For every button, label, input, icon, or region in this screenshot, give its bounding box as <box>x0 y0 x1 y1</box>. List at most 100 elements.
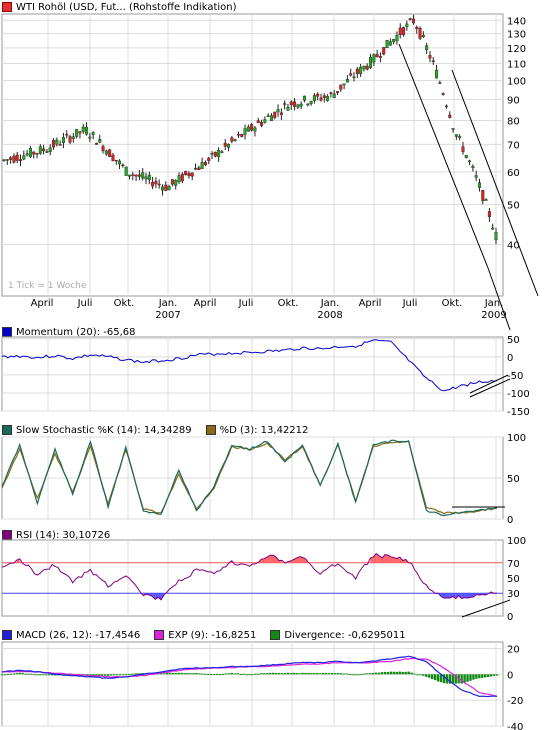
stochastic-y-tick: 50 <box>507 474 520 485</box>
macd-divergence-bar <box>201 673 204 675</box>
macd-divergence-bar <box>486 674 490 677</box>
macd-divergence-bar <box>6 673 10 675</box>
macd-divergence-bar <box>212 674 216 676</box>
price-candle <box>336 91 340 93</box>
rsi-overbought-fill <box>393 557 397 563</box>
rsi-label: RSI (14): 30,10726 <box>16 529 111 541</box>
macd-divergence-bar <box>280 673 284 675</box>
price-y-tick: 80 <box>507 116 520 127</box>
price-candle <box>464 155 468 159</box>
price-y-tick: 110 <box>507 59 526 70</box>
price-candle <box>491 227 495 230</box>
trend-line-lower-ext <box>487 267 511 331</box>
price-candle <box>220 151 224 153</box>
macd-divergence-bar <box>357 674 360 676</box>
tick-note: 1 Tick = 1 Woche <box>8 281 87 291</box>
macd-divergence-bar <box>478 674 481 679</box>
price-candle <box>329 92 333 94</box>
macd-divergence-bar <box>3 674 7 676</box>
rsi-trend-line <box>461 599 511 618</box>
macd-divergence-bar <box>189 673 192 675</box>
price-candle <box>78 131 82 134</box>
macd-divergence-bar <box>289 672 292 675</box>
price-candle <box>402 27 406 36</box>
macd-divergence-bar <box>53 674 57 676</box>
price-candle <box>319 97 323 101</box>
macd-divergence-bar <box>339 673 343 675</box>
macd-divergence-bar <box>68 674 71 676</box>
price-y-tick: 140 <box>507 16 526 27</box>
macd-divergence-bar <box>324 672 328 675</box>
price-candle <box>312 95 316 102</box>
price-x-month: Okt. <box>278 298 299 309</box>
macd-divergence-bar <box>42 674 45 676</box>
price-x-month: Okt. <box>442 298 463 309</box>
macd-divergence-bar <box>369 673 372 675</box>
macd-divergence-bar <box>492 674 496 676</box>
macd-divergence-bar <box>274 672 278 675</box>
rsi-oversold-fill <box>158 593 162 600</box>
price-candle <box>210 152 214 155</box>
stoch-d-line <box>1 440 498 515</box>
price-candle <box>243 128 247 135</box>
macd-divergence-bar <box>198 673 201 675</box>
macd-divergence-bar <box>251 674 254 676</box>
momentum-y-tick: -100 <box>507 389 530 400</box>
macd-divergence-bar <box>333 673 337 675</box>
price-x-month: Jan. <box>320 298 340 309</box>
price-candle <box>471 165 475 169</box>
macd-divergence-bar <box>298 673 301 675</box>
price-candle <box>104 150 108 155</box>
price-candle <box>38 146 42 154</box>
macd-line <box>1 655 498 698</box>
macd-divergence-bar <box>495 674 499 676</box>
rsi-y-tick: 0 <box>507 612 513 623</box>
macd-divergence-bar <box>463 674 466 683</box>
price-candle <box>345 79 349 83</box>
macd-divergence-bar <box>316 672 319 675</box>
price-candle <box>177 175 181 183</box>
price-candle <box>266 115 270 118</box>
macd-divergence-bar <box>15 673 18 675</box>
macd-divergence-bar <box>242 673 245 675</box>
price-candle <box>9 157 13 160</box>
price-candle <box>428 55 432 59</box>
macd-divergence-bar <box>30 673 33 675</box>
macd-divergence-bar <box>448 674 452 684</box>
price-y-tick: 100 <box>507 77 526 88</box>
macd-divergence-bar <box>162 673 166 675</box>
price-candle <box>170 179 174 185</box>
macd-divergence-bar <box>89 674 92 676</box>
price-candle <box>240 134 244 137</box>
price-candle <box>355 68 359 75</box>
macd-divergence-bar <box>227 673 231 675</box>
macd-divergence-bar <box>50 674 54 676</box>
rsi-overbought-fill <box>299 556 303 563</box>
macd-divergence-bar <box>260 673 263 675</box>
rsi-y-tick: 100 <box>507 536 526 547</box>
macd-divergence-bar <box>245 674 248 676</box>
rsi-overbought-fill <box>270 555 274 563</box>
price-candle <box>22 155 26 160</box>
macd-divergence-bar <box>292 672 295 675</box>
price-candle <box>302 95 306 101</box>
rsi-oversold-fill <box>464 593 468 598</box>
macd-divergence-bar <box>383 671 387 675</box>
rsi-overbought-fill <box>376 553 380 563</box>
macd-divergence-bar <box>451 674 455 684</box>
macd-divergence-bar <box>24 673 27 675</box>
exp-label: EXP (9): -16,8251 <box>168 629 257 641</box>
macd-divergence-bar <box>386 671 390 675</box>
momentum-trend-a <box>469 378 511 398</box>
price-candle <box>250 124 254 131</box>
momentum-line <box>1 339 498 392</box>
macd-divergence-bar <box>86 674 89 676</box>
price-candle <box>127 174 131 177</box>
price-candle <box>484 199 488 201</box>
price-candle <box>431 60 435 62</box>
macd-divergence-bar <box>469 674 472 681</box>
macd-divergence-bar <box>39 674 42 676</box>
macd-divergence-bar <box>265 673 269 675</box>
rsi-oversold-fill <box>152 593 156 600</box>
stoch-d-legend: %D (3): 13,42212 <box>205 425 308 436</box>
